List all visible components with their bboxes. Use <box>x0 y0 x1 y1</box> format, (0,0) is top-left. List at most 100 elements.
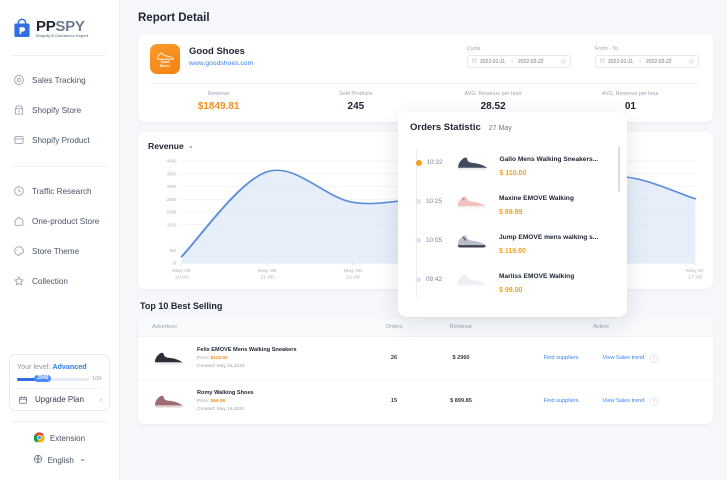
store-stats-row: Revenue $1849.81 Sold Products 245 AVG. … <box>150 83 699 122</box>
orders-timeline <box>416 149 417 297</box>
svg-text:11:00: 11:00 <box>260 275 274 280</box>
table-row[interactable]: Felix EMOVE Mens Walking Sneakers Price:… <box>138 336 713 379</box>
from-to-date-from: 2022-01-11 <box>608 58 634 65</box>
order-thumbnail <box>454 267 492 293</box>
cycle-date-range-input[interactable]: 2022-01-11 – 2022-02-22 ◎ <box>467 55 571 68</box>
list-item[interactable]: 09:42 Marliss EMOVE Walking $ 99.00 <box>414 260 619 299</box>
chevron-right-icon[interactable]: › <box>649 353 659 363</box>
cell-action: Find suppliers View Sales trend › <box>497 353 713 363</box>
store-icon <box>13 104 25 116</box>
globe-icon <box>33 454 43 466</box>
from-to-date-separator: – <box>638 58 641 65</box>
stat-avg-revenue-per-hour-2: AVG. Revenue per hour 01 <box>562 84 699 122</box>
cell-revenue: $ 2960 <box>452 355 470 361</box>
svg-text:17:00: 17:00 <box>688 275 702 280</box>
upgrade-card: Your level: Advanced 2940 10K Upgrade Pl… <box>9 354 110 411</box>
sidebar-item-label: One-product Store <box>32 216 100 226</box>
store-url-link[interactable]: www.goodshoes.com <box>189 60 254 67</box>
sidebar-item-sales-tracking[interactable]: Sales Tracking <box>0 65 119 95</box>
cycle-date-to: 2022-02-22 <box>518 58 544 65</box>
product-name: Felix EMOVE Mens Walking Sneakers <box>197 347 297 353</box>
column-header-orders: Orders <box>385 324 403 330</box>
language-selector[interactable]: English ⌄ <box>33 454 86 466</box>
order-time: 10:25 <box>426 198 442 205</box>
extension-button[interactable]: Extension <box>33 432 85 445</box>
svg-text:200: 200 <box>167 210 177 215</box>
from-to-date-range-input[interactable]: 2022-01-11 – 2022-02-22 ◎ <box>595 55 699 68</box>
sidebar-item-label: Shopify Product <box>32 135 90 145</box>
svg-text:50: 50 <box>170 248 177 253</box>
svg-text:150: 150 <box>167 223 177 228</box>
cycle-filter: Cycle 2022-01-11 – 2022-02-22 ◎ <box>467 46 571 68</box>
order-thumbnail <box>454 228 492 254</box>
store-name: Good Shoes <box>189 46 245 57</box>
sidebar-item-store-theme[interactable]: Store Theme <box>0 236 119 266</box>
list-item[interactable]: 10:32 Gallo Mens Walking Sneakers... $ 1… <box>414 143 619 182</box>
price-label: Price: <box>197 399 210 404</box>
chevron-right-icon[interactable]: › <box>649 396 659 406</box>
product-created-line: Created: May 16,2022 <box>197 407 254 412</box>
shoe-icon <box>457 273 486 287</box>
sidebar-item-label: Shopify Store <box>32 105 82 115</box>
stat-value: 28.52 <box>480 101 506 112</box>
view-trend-action[interactable]: View Sales trend › <box>602 396 659 406</box>
view-trend-action[interactable]: View Sales trend › <box>602 353 659 363</box>
svg-text:400: 400 <box>167 159 177 164</box>
sidebar-item-one-product-store[interactable]: One-product Store <box>0 206 119 236</box>
revenue-chart-header[interactable]: Revenue ⌄ <box>148 141 703 151</box>
sidebar-item-collection[interactable]: Collection <box>0 266 119 296</box>
shoe-icon <box>457 195 486 209</box>
order-product-name: Maxine EMOVE Walking <box>499 195 574 202</box>
price-label: Price: <box>197 356 210 361</box>
upgrade-plan-label: Upgrade Plan <box>35 395 84 404</box>
store-meta: Good Shoes www.goodshoes.com <box>189 44 253 67</box>
find-suppliers-link[interactable]: Find suppliers <box>543 398 579 404</box>
cell-orders: 15 <box>390 398 398 404</box>
product-created-line: Created: May 16,2022 <box>197 364 297 369</box>
chrome-icon <box>33 432 45 445</box>
order-info: Marliss EMOVE Walking $ 99.00 <box>499 265 574 294</box>
progress-track: 2940 <box>17 374 90 382</box>
orders-scrollbar[interactable] <box>618 146 620 192</box>
timeline-dot-icon <box>416 277 421 282</box>
sidebar-item-shopify-product[interactable]: Shopify Product <box>0 125 119 155</box>
shoe-icon <box>155 352 183 365</box>
list-item[interactable]: 10:25 Maxine EMOVE Walking $ 89.99 <box>414 182 619 221</box>
stat-avg-revenue-per-hour-1: AVG. Revenue per hour 28.52 <box>425 84 562 122</box>
sidebar: PPSPY Shopify E-Commerce Expert Sales Tr… <box>0 0 120 480</box>
cell-advertiser: Romy Walking Shoes Price: $59.99 Created… <box>138 388 363 414</box>
sidebar-item-traffic-research[interactable]: Traffic Research <box>0 176 119 206</box>
user-level-label: Your level: <box>17 362 51 371</box>
date-filters: Cycle 2022-01-11 – 2022-02-22 ◎ From <box>467 44 699 68</box>
chevron-down-icon[interactable]: ⌄ <box>187 143 194 150</box>
created-label: Created: <box>197 364 216 369</box>
clear-icon[interactable]: ◎ <box>560 59 566 65</box>
clear-icon[interactable]: ◎ <box>688 59 694 65</box>
from-to-label: From - To <box>595 46 618 52</box>
find-suppliers-link[interactable]: Find suppliers <box>543 355 579 361</box>
shoe-icon <box>156 52 174 60</box>
order-info: Maxine EMOVE Walking $ 89.99 <box>499 187 574 216</box>
product-price: $59.99 <box>210 399 226 404</box>
cell-action: Find suppliers View Sales trend › <box>497 396 713 406</box>
orders-header: Orders Statistic 27 May <box>410 122 619 133</box>
sidebar-spacer <box>0 296 119 354</box>
target-icon <box>13 74 25 86</box>
app-logo[interactable]: PPSPY Shopify E-Commerce Expert <box>0 14 119 44</box>
column-header-revenue: Revenue <box>449 324 473 330</box>
clock-icon <box>13 185 25 197</box>
orders-title: Orders Statistic <box>410 122 481 133</box>
view-sales-trend-link[interactable]: View Sales trend <box>602 355 645 361</box>
home-icon <box>13 215 25 227</box>
progress-max-label: 10K <box>92 376 102 382</box>
upgrade-plan-button[interactable]: Upgrade Plan › <box>17 388 102 410</box>
table-row[interactable]: Romy Walking Shoes Price: $59.99 Created… <box>138 379 713 422</box>
shoe-icon <box>457 157 487 170</box>
stat-label: AVG. Revenue per hour <box>601 91 659 97</box>
list-item[interactable]: 10:05 Jump EMOVE mens walking s... $ 119… <box>414 221 619 260</box>
sidebar-item-shopify-store[interactable]: Shopify Store <box>0 95 119 125</box>
view-sales-trend-link[interactable]: View Sales trend <box>602 398 645 404</box>
cell-revenue: $ 899.85 <box>450 398 472 404</box>
shoe-icon <box>457 234 486 248</box>
